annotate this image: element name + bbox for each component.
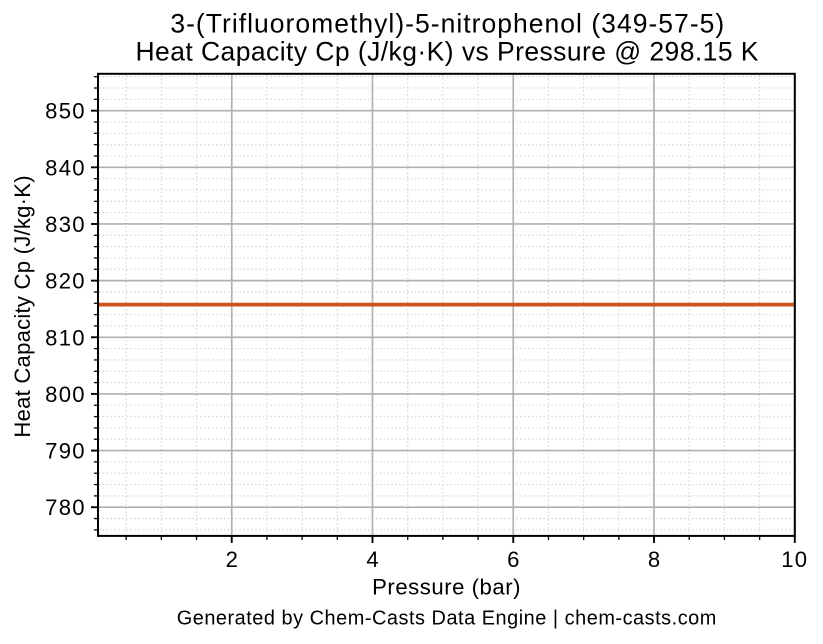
svg-text:4: 4 (366, 547, 378, 572)
svg-text:790: 790 (45, 439, 86, 464)
svg-text:810: 810 (45, 325, 86, 350)
svg-text:850: 850 (45, 99, 86, 124)
svg-text:820: 820 (45, 269, 86, 294)
svg-text:800: 800 (45, 382, 86, 407)
svg-text:Heat Capacity Cp (J/kg·K) vs P: Heat Capacity Cp (J/kg·K) vs Pressure @ … (135, 36, 758, 66)
svg-text:Pressure (bar): Pressure (bar) (372, 575, 521, 600)
svg-text:Heat Capacity Cp (J/kg·K): Heat Capacity Cp (J/kg·K) (10, 175, 35, 437)
svg-text:8: 8 (648, 547, 660, 572)
svg-text:3-(Trifluoromethyl)-5-nitrophe: 3-(Trifluoromethyl)-5-nitrophenol (349-5… (170, 9, 725, 39)
svg-text:6: 6 (507, 547, 519, 572)
svg-text:840: 840 (45, 155, 86, 180)
svg-text:10: 10 (781, 547, 808, 572)
svg-text:2: 2 (226, 547, 238, 572)
svg-text:Generated by Chem-Casts Data E: Generated by Chem-Casts Data Engine | ch… (177, 608, 717, 630)
svg-text:780: 780 (45, 495, 86, 520)
svg-text:830: 830 (45, 212, 86, 237)
